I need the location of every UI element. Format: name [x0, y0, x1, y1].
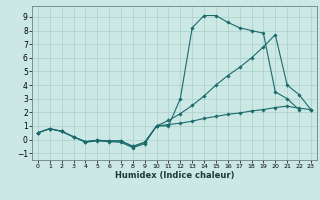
X-axis label: Humidex (Indice chaleur): Humidex (Indice chaleur): [115, 171, 234, 180]
